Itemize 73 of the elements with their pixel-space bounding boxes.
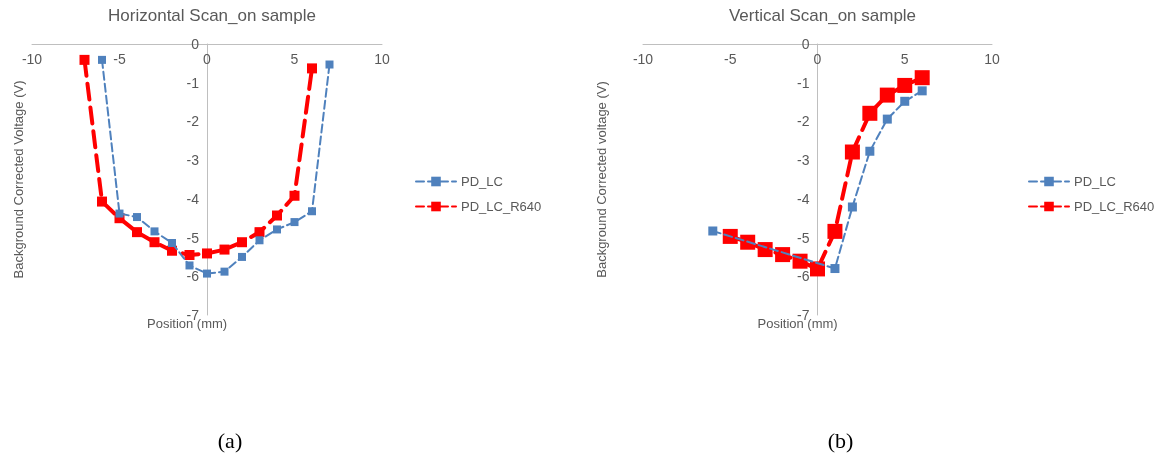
point — [830, 264, 840, 274]
point — [220, 267, 229, 276]
legend-label: PD_LC — [461, 174, 503, 189]
x-tick-label: -10 — [21, 51, 43, 67]
chart-title: Vertical Scan_on sample — [728, 6, 917, 25]
legend-label: PD_LC_R640 — [461, 199, 542, 214]
point — [865, 146, 875, 156]
point — [98, 55, 106, 64]
point — [203, 269, 211, 278]
point — [708, 226, 718, 236]
point — [149, 237, 160, 248]
y-tick-label: -2 — [186, 113, 200, 130]
point — [900, 96, 910, 106]
chart-title: Horizontal Scan_on sample — [108, 6, 316, 25]
point — [897, 77, 913, 93]
y-axis-title: Background Corrected Voltage (V) — [11, 80, 26, 279]
y-tick-label: -6 — [797, 268, 810, 285]
point — [168, 238, 176, 247]
point — [185, 261, 194, 270]
point — [882, 114, 892, 124]
point — [325, 60, 334, 69]
x-tick-label: 0 — [813, 51, 822, 67]
y-tick-label: -4 — [797, 190, 810, 207]
point — [917, 86, 927, 96]
y-tick-label: 0 — [801, 36, 810, 52]
y-tick-label: -5 — [186, 229, 200, 246]
point — [115, 209, 124, 218]
point — [184, 249, 195, 260]
point — [290, 218, 299, 227]
point — [307, 63, 317, 74]
point — [132, 227, 142, 238]
point — [79, 54, 90, 65]
y-tick-label: -2 — [797, 113, 810, 130]
x-tick-label: -10 — [632, 51, 654, 67]
point — [308, 207, 316, 216]
point — [914, 70, 930, 86]
point — [289, 190, 300, 201]
x-tick-label: -5 — [113, 51, 126, 67]
point — [97, 196, 107, 207]
x-tick-label: 5 — [900, 51, 909, 67]
point — [847, 202, 857, 212]
point — [272, 210, 282, 221]
point — [862, 105, 878, 121]
y-tick-label: -1 — [186, 74, 200, 91]
x-tick-label: 5 — [290, 51, 299, 67]
y-tick-label: -5 — [797, 229, 810, 246]
point — [827, 223, 843, 239]
point — [237, 237, 247, 248]
point — [255, 236, 264, 245]
point — [202, 248, 212, 259]
x-tick-label: 10 — [984, 51, 1000, 67]
y-axis-title: Background Corrected voltage (V) — [594, 81, 609, 278]
point — [133, 213, 141, 222]
y-tick-label: -6 — [186, 268, 200, 285]
point — [879, 87, 895, 103]
point — [219, 244, 230, 255]
point — [273, 225, 281, 234]
legend-label: PD_LC — [1074, 174, 1116, 189]
y-tick-label: -4 — [186, 190, 200, 207]
point — [238, 252, 246, 261]
y-tick-label: 0 — [191, 36, 200, 52]
x-tick-label: -5 — [724, 51, 737, 67]
y-tick-label: -1 — [797, 74, 810, 91]
point — [254, 227, 265, 238]
point — [150, 227, 159, 236]
x-tick-label: 0 — [203, 51, 212, 67]
text: (a) — [217, 427, 243, 453]
text: (b) — [827, 427, 854, 453]
x-tick-label: 10 — [374, 51, 390, 67]
y-tick-label: -3 — [186, 152, 200, 169]
legend-label: PD_LC_R640 — [1074, 199, 1155, 214]
y-tick-label: -3 — [797, 152, 810, 169]
point — [844, 144, 860, 160]
